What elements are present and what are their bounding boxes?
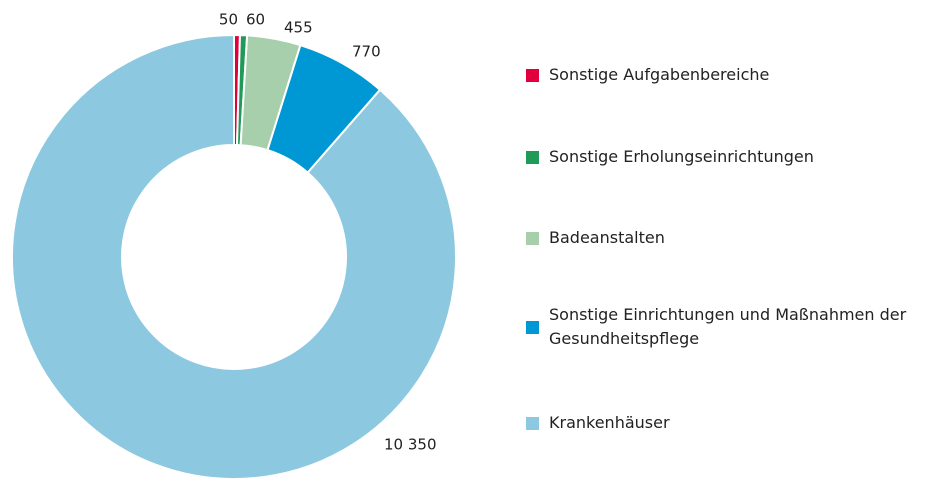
legend-label: Krankenhäuser [549, 413, 670, 432]
legend-swatch [526, 150, 539, 164]
legend-swatch [526, 68, 539, 82]
legend-label: Sonstige Aufgabenbereiche [549, 65, 770, 84]
legend-swatch [526, 416, 539, 430]
data-label: 455 [284, 19, 313, 37]
donut-slice [11, 33, 457, 479]
legend-item: Krankenhäuser [526, 399, 948, 447]
legend-label: Sonstige Einrichtungen und Maßnahmen der… [549, 305, 907, 348]
legend-item: Badeanstalten [526, 214, 948, 262]
data-label: 10 350 [384, 436, 437, 454]
data-label: 50 [219, 11, 238, 29]
legend-label: Sonstige Erholungseinrichtungen [549, 147, 814, 166]
legend-item: Sonstige Einrichtungen und Maßnahmen der… [526, 303, 948, 351]
data-label: 770 [352, 43, 381, 61]
data-label: 60 [246, 11, 265, 29]
legend-swatch [526, 231, 539, 245]
legend-label: Badeanstalten [549, 228, 665, 247]
legend-swatch [526, 320, 539, 334]
legend-item: Sonstige Aufgabenbereiche [526, 51, 948, 99]
legend-item: Sonstige Erholungseinrichtungen [526, 133, 948, 181]
